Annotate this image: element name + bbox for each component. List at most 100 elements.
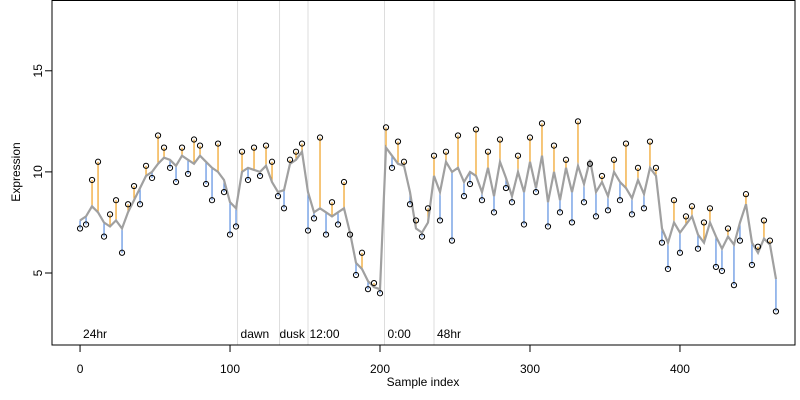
point <box>76 225 84 232</box>
annotation: dusk <box>280 327 306 341</box>
point <box>616 197 624 204</box>
point <box>586 160 594 167</box>
point <box>688 203 696 210</box>
annotation: 48hr <box>437 327 461 341</box>
point <box>418 233 426 240</box>
x-tick-label: 300 <box>520 362 540 376</box>
point <box>646 138 654 145</box>
point <box>700 219 708 226</box>
point <box>172 178 180 186</box>
point <box>472 126 480 133</box>
point <box>634 164 642 171</box>
point <box>148 174 156 182</box>
point <box>406 201 414 208</box>
point <box>208 197 216 204</box>
point <box>376 290 384 297</box>
x-tick-label: 200 <box>370 362 390 376</box>
point <box>754 243 762 250</box>
point <box>160 144 168 151</box>
point <box>358 249 366 256</box>
point <box>538 120 546 127</box>
point <box>334 221 342 228</box>
point <box>202 180 210 188</box>
point <box>196 142 204 149</box>
point <box>550 142 558 149</box>
point <box>652 164 660 171</box>
point <box>256 172 264 180</box>
point <box>766 237 774 244</box>
point <box>268 158 276 165</box>
point <box>370 280 378 287</box>
point <box>460 193 468 200</box>
point <box>190 136 198 143</box>
point <box>214 140 222 147</box>
point <box>562 156 570 163</box>
point <box>166 164 174 171</box>
point <box>286 156 294 163</box>
point <box>412 217 420 224</box>
point <box>436 217 444 224</box>
point <box>484 148 492 155</box>
point <box>466 180 474 188</box>
point <box>154 132 162 139</box>
fitted-line <box>79 144 778 291</box>
point <box>178 144 186 151</box>
point <box>322 231 330 238</box>
point <box>532 189 540 196</box>
point <box>574 118 582 125</box>
plot-frame <box>51 0 796 346</box>
point <box>682 213 690 220</box>
point <box>244 176 252 184</box>
annotation: 24hr <box>83 327 107 341</box>
point <box>142 162 150 169</box>
point <box>82 221 90 228</box>
point <box>292 148 300 155</box>
point <box>772 308 780 315</box>
point <box>454 132 462 139</box>
point <box>340 178 348 186</box>
point <box>442 148 450 155</box>
point <box>100 233 108 240</box>
point <box>760 217 768 224</box>
point <box>496 136 504 143</box>
x-tick-label: 400 <box>670 362 690 376</box>
point <box>736 237 744 244</box>
point <box>250 144 258 151</box>
point <box>610 156 618 163</box>
y-tick-label: 5 <box>31 269 45 276</box>
point <box>748 261 756 269</box>
point <box>130 182 138 190</box>
annotation: dawn <box>241 327 270 341</box>
x-tick-label: 0 <box>77 362 84 376</box>
point <box>400 158 408 165</box>
point <box>112 197 120 204</box>
point <box>232 223 240 230</box>
x-tick-label: 100 <box>220 362 240 376</box>
point <box>556 209 564 216</box>
point <box>604 207 612 214</box>
point <box>88 176 96 184</box>
x-axis-title: Sample index <box>387 375 460 389</box>
point <box>448 237 456 244</box>
y-tick-label: 10 <box>31 165 45 179</box>
point <box>742 191 750 198</box>
point <box>238 148 246 155</box>
point <box>508 199 516 206</box>
point <box>388 164 396 171</box>
point <box>664 265 672 273</box>
point <box>352 271 360 279</box>
point <box>544 223 552 230</box>
y-tick-label: 15 <box>31 64 45 78</box>
point <box>718 267 726 275</box>
point <box>274 193 282 200</box>
point <box>328 199 336 206</box>
point <box>430 152 438 159</box>
point <box>424 205 432 212</box>
point <box>676 249 684 256</box>
point <box>598 172 606 180</box>
point <box>220 189 228 196</box>
point <box>628 211 636 218</box>
point <box>184 170 192 178</box>
